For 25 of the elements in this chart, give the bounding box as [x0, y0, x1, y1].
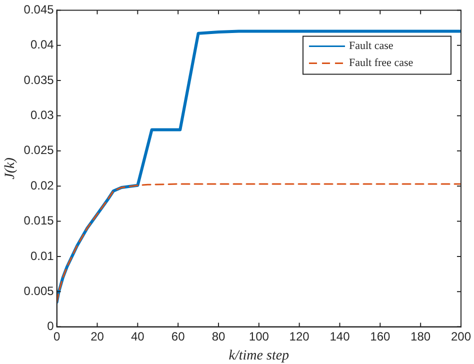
x-tick-label: 140 [330, 329, 350, 344]
y-tick-label: 0.02 [30, 178, 54, 192]
line-series [56, 183, 461, 303]
x-tick-label: 180 [410, 329, 431, 344]
x-tick-label: 160 [370, 329, 390, 344]
legend-label: Fault case [348, 40, 394, 52]
y-tick-label: 0.025 [24, 143, 54, 158]
y-tick-label: 0.015 [24, 214, 54, 228]
y-tick-label: 0.045 [24, 2, 54, 17]
y-axis-title: J(k) [3, 157, 18, 180]
x-tick-label: 20 [90, 329, 104, 344]
y-tick-label: 0.035 [24, 72, 54, 87]
x-tick-label: 100 [248, 329, 270, 344]
x-tick-label: 120 [289, 329, 310, 344]
x-tick-label: 60 [171, 329, 186, 344]
x-tick-label: 40 [130, 329, 145, 344]
y-tick-label: 0 [47, 319, 54, 334]
y-tick-label: 0.04 [30, 38, 54, 52]
y-tick-label: 0.005 [24, 284, 54, 298]
y-tick-label: 0.01 [30, 248, 54, 263]
y-tick-label: 0.03 [30, 108, 54, 122]
legend-label: Fault free case [348, 57, 414, 70]
x-axis-title: k/time step [228, 348, 290, 364]
x-tick-label: 200 [450, 329, 472, 344]
x-tick-label: 80 [212, 329, 226, 344]
